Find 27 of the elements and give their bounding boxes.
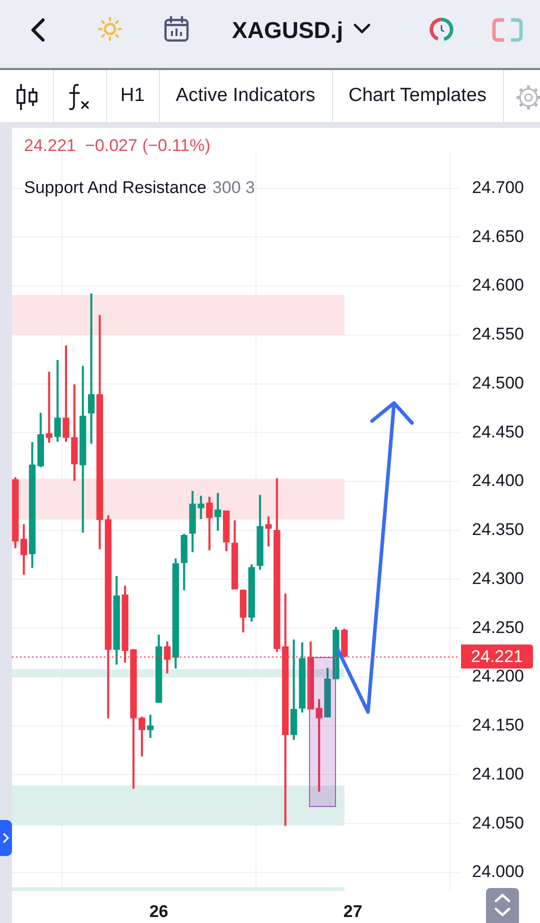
x-tick-label: 27 (343, 902, 362, 921)
y-tick-label: 24.550 (472, 324, 524, 344)
chart-title: XAGUSD.j (232, 16, 344, 45)
y-tick-label: 24.600 (472, 276, 524, 295)
y-tick-label: 24.450 (472, 422, 524, 442)
annotation: 300 3 (212, 178, 255, 197)
text: Chart Templates (348, 85, 486, 107)
y-tick-label: 24.700 (472, 178, 524, 198)
y-tick-label: 24.050 (472, 813, 524, 832)
y-tick-label: 24.100 (472, 764, 524, 784)
ref-line-label: 24.221 (471, 647, 523, 666)
annotation: Support And Resistance (24, 178, 206, 197)
candlestick (46, 372, 52, 443)
text: Active Indicators (176, 85, 316, 107)
y-tick-label: 24.200 (472, 666, 524, 686)
y-tick-label: 24.250 (472, 618, 524, 637)
y-tick-label: 24.000 (472, 862, 524, 882)
annotation: −0.027 (−0.11%) (85, 136, 210, 155)
y-tick-label: 24.650 (472, 226, 524, 246)
text: H1 (120, 85, 145, 107)
y-tick-label: 24.500 (472, 373, 524, 392)
y-tick-label: 24.300 (472, 568, 524, 588)
y-tick-label: 24.150 (472, 716, 524, 735)
annotation: 24.221 (24, 136, 76, 155)
y-tick-label: 24.350 (472, 520, 524, 540)
y-tick-label: 24.400 (472, 471, 524, 490)
x-tick-label: 26 (149, 902, 168, 921)
